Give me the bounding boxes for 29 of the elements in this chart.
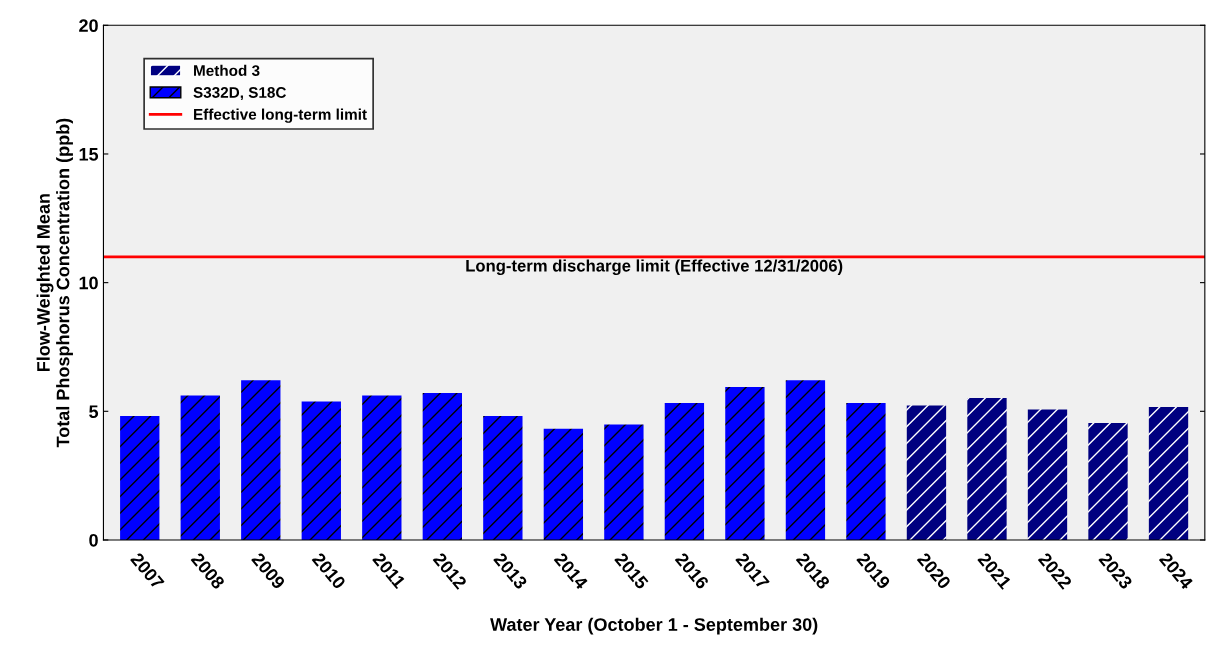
bar (301, 401, 341, 540)
legend-label: Effective long-term limit (194, 108, 367, 123)
bar (1088, 422, 1128, 540)
bar (846, 403, 886, 540)
annotation: Long-term discharge limit (Effective 12/31/2006) (466, 259, 843, 275)
bar (664, 403, 705, 540)
legend-label: S332D, S18C (193, 87, 287, 101)
bar (604, 424, 644, 540)
bar (785, 380, 826, 540)
bar (543, 428, 584, 540)
y-tick-label: 0 (89, 533, 98, 547)
bar (120, 415, 160, 540)
bar (725, 387, 765, 540)
bar (241, 380, 281, 540)
y-tick-label: 10 (79, 276, 98, 290)
bar (906, 405, 947, 540)
bar (362, 395, 402, 540)
bar (180, 395, 220, 540)
bar (422, 393, 462, 540)
y-tick-label: 20 (79, 19, 98, 33)
bar (967, 397, 1007, 540)
y-axis-title: Flow-Weighted Mean Total Phosphorus Concentration (ppb) (36, 118, 73, 448)
x-axis-title: Water Year (October 1 - September 30) (490, 617, 818, 635)
y-tick-label: 15 (79, 148, 99, 161)
legend-label: Method 3 (194, 64, 260, 77)
bar (483, 415, 523, 540)
y-tick-label: 5 (89, 405, 99, 419)
bar (1027, 409, 1068, 540)
bar (1148, 406, 1189, 540)
